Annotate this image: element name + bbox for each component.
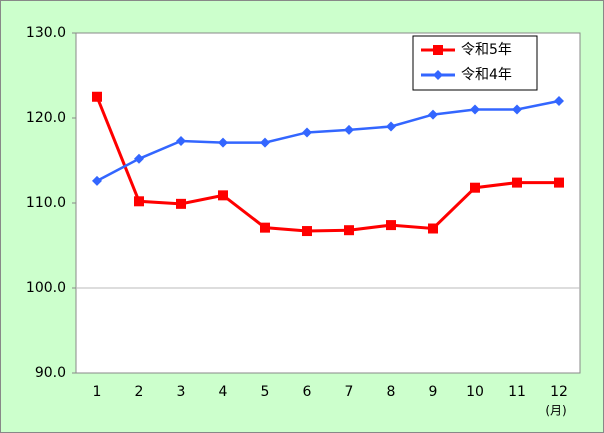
x-tick-label: 1	[93, 384, 102, 400]
marker	[433, 45, 443, 55]
marker	[134, 153, 144, 164]
marker	[433, 70, 443, 80]
marker	[134, 196, 144, 207]
marker	[512, 104, 522, 115]
marker	[428, 109, 438, 120]
marker	[260, 222, 270, 233]
x-tick-label: 10	[466, 384, 484, 400]
marker	[218, 190, 228, 201]
marker	[176, 135, 186, 146]
series-line	[96, 99, 560, 183]
marker	[92, 91, 102, 102]
marker	[344, 225, 354, 236]
marker	[512, 177, 522, 188]
legend-label: 令和4年	[461, 67, 512, 83]
y-tick-label: 120.0	[26, 110, 66, 126]
marker	[554, 96, 564, 106]
marker	[302, 226, 312, 237]
marker	[554, 177, 564, 188]
x-tick-label: 8	[387, 384, 396, 400]
marker	[344, 124, 354, 135]
marker	[470, 104, 480, 115]
y-tick-label: 100.0	[26, 280, 66, 296]
series-line	[95, 96, 559, 233]
x-tick-label: 4	[219, 384, 228, 400]
y-tick-label: 130.0	[26, 25, 66, 41]
marker	[260, 137, 270, 148]
x-tick-label: 11	[508, 384, 526, 400]
y-tick-label: 90.0	[35, 365, 66, 381]
marker	[92, 175, 102, 186]
marker	[428, 223, 438, 234]
marker	[470, 182, 480, 193]
marker	[176, 198, 186, 209]
y-tick-label: 110.0	[26, 195, 66, 211]
x-tick-label: 3	[177, 384, 186, 400]
marker	[386, 220, 396, 231]
x-tick-label: 5	[261, 384, 270, 400]
x-tick-label: 9	[429, 384, 438, 400]
x-tick-label: 12	[550, 384, 568, 400]
x-unit: (月)	[545, 404, 566, 418]
x-tick-label: 7	[345, 384, 354, 400]
x-tick-label: 6	[303, 384, 312, 400]
marker	[302, 127, 312, 138]
marker	[218, 137, 228, 148]
legend-label: 令和5年	[461, 42, 512, 58]
marker	[386, 121, 396, 132]
x-tick-label: 2	[135, 384, 144, 400]
